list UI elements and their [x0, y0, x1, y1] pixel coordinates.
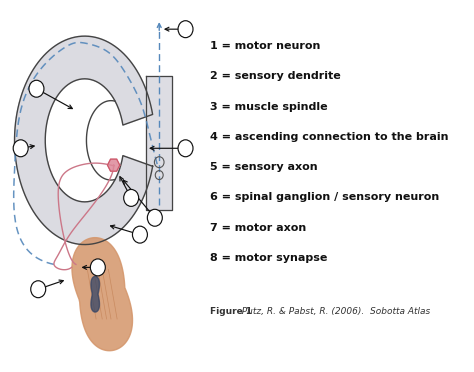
Text: 4 = ascending connection to the brain: 4 = ascending connection to the brain [210, 132, 448, 142]
Text: 7 = motor axon: 7 = motor axon [210, 223, 306, 233]
Circle shape [13, 140, 28, 157]
Circle shape [147, 209, 162, 226]
Polygon shape [146, 76, 173, 210]
Circle shape [29, 80, 44, 97]
Text: 2 = sensory dendrite: 2 = sensory dendrite [210, 71, 341, 81]
Polygon shape [91, 276, 100, 312]
Text: Figure 1: Figure 1 [210, 307, 252, 316]
Circle shape [124, 189, 138, 206]
Text: 3 = muscle spindle: 3 = muscle spindle [210, 102, 328, 112]
Text: 1 = motor neuron: 1 = motor neuron [210, 41, 320, 51]
Polygon shape [72, 238, 133, 351]
Circle shape [132, 226, 147, 243]
Circle shape [91, 259, 105, 276]
Polygon shape [108, 159, 120, 171]
Circle shape [31, 281, 46, 298]
Text: 8 = motor synapse: 8 = motor synapse [210, 253, 328, 263]
Circle shape [178, 140, 193, 157]
Text: 6 = spinal ganglion / sensory neuron: 6 = spinal ganglion / sensory neuron [210, 192, 439, 202]
Polygon shape [15, 36, 153, 244]
Text: Putz, R. & Pabst, R. (2006).  Sobotta Atlas: Putz, R. & Pabst, R. (2006). Sobotta Atl… [237, 307, 431, 316]
Circle shape [178, 21, 193, 38]
Text: 5 = sensory axon: 5 = sensory axon [210, 162, 318, 172]
